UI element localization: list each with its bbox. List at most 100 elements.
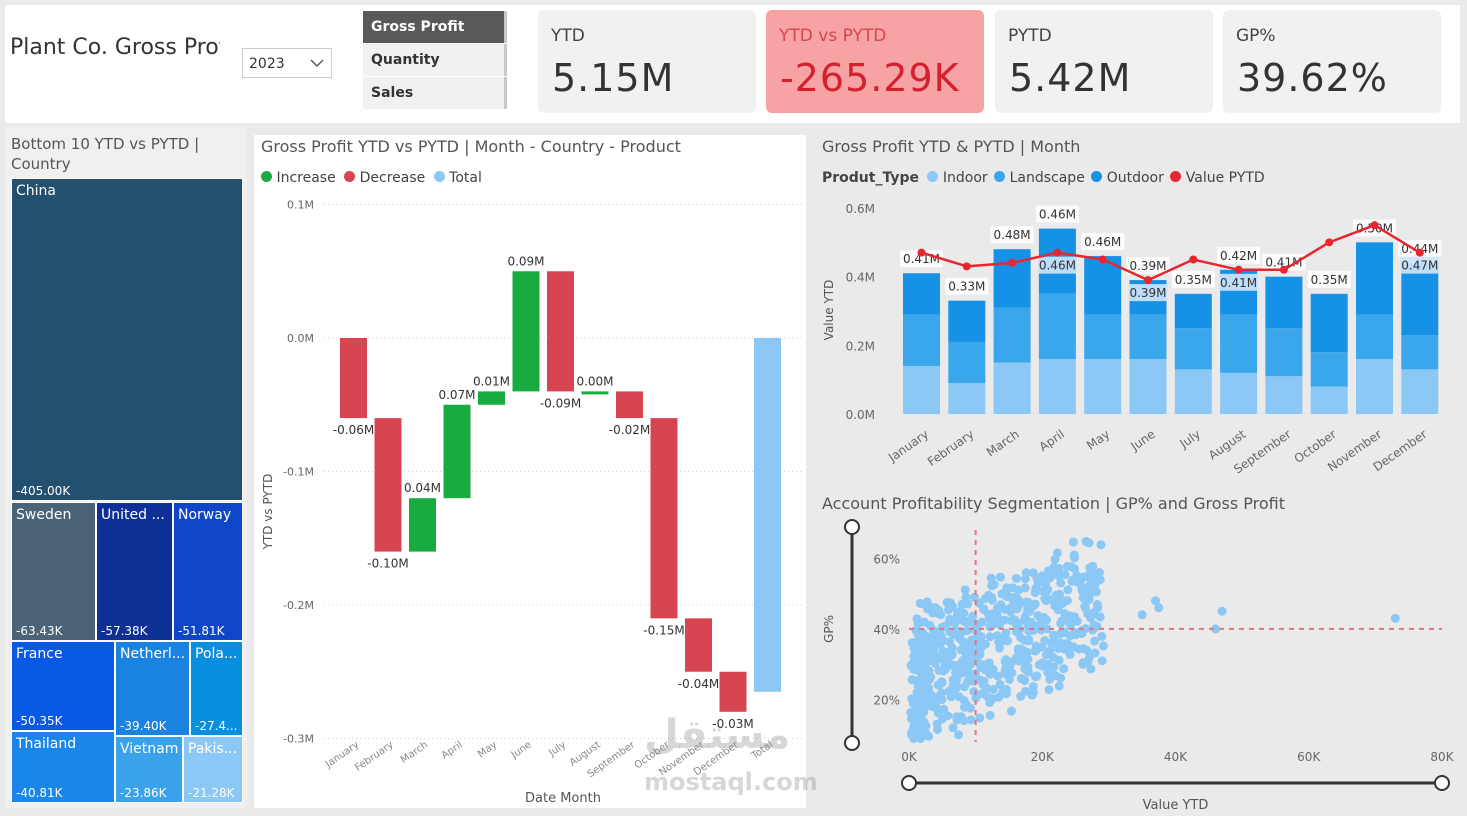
year-slicer-value: 2023: [249, 56, 285, 72]
scatter-point: [1033, 611, 1043, 621]
scatter-point: [1083, 657, 1093, 667]
scatter-point: [1067, 576, 1077, 586]
waterfall-bar: [685, 618, 712, 672]
scatter-point: [1044, 685, 1054, 695]
stacked-bar-segment: [1174, 369, 1212, 414]
scatter-point: [1030, 588, 1040, 598]
stacked-bar-segment: [1356, 242, 1393, 315]
kpi-card-pytd: PYTD 5.42M: [995, 10, 1213, 113]
x-tick-label: March: [984, 427, 1022, 459]
scatter-point: [1041, 594, 1051, 604]
kpi-label: YTD: [551, 26, 585, 46]
waterfall-bar: [581, 391, 609, 395]
treemap-tile[interactable]: France -50.35K: [11, 641, 115, 731]
treemap-tile-name: China: [16, 183, 56, 199]
kpi-value: 39.62%: [1237, 56, 1388, 100]
scatter-point: [907, 694, 917, 704]
waterfall-bar: [478, 391, 505, 405]
scatter-point: [1014, 656, 1024, 666]
kpi-value: 5.42M: [1009, 56, 1132, 100]
scatter-point: [960, 585, 970, 595]
treemap-tile[interactable]: Netherl... -39.40K: [115, 641, 190, 736]
scatter-point: [1049, 630, 1059, 640]
scatter-point: [949, 660, 959, 670]
scatter-point: [961, 592, 971, 602]
y-tick-label: 0.2M: [846, 339, 875, 353]
line-label-bg: [1128, 284, 1168, 302]
x-tick-label: July: [546, 739, 568, 759]
treemap-tile[interactable]: Thailand -40.81K: [11, 731, 115, 803]
scatter-point: [937, 622, 947, 632]
stacked-bar-segment: [1129, 314, 1167, 360]
waterfall-chart: 0.1M 0.0M -0.1M -0.2M -0.3M YTD vs PYTD Date M…: [261, 199, 802, 806]
legend-dot-outdoor: [1091, 171, 1103, 182]
kpi-card-ytd: YTD 5.15M: [538, 10, 756, 113]
scatter-point: [916, 712, 926, 722]
x-tick-label: 0K: [901, 750, 918, 764]
treemap-tile-value: -405.00K: [16, 484, 71, 498]
treemap-tile[interactable]: China -405.00K: [11, 178, 243, 501]
scatter-point: [1051, 671, 1061, 681]
scatter-point: [967, 635, 977, 645]
stacked-bar-segment: [1220, 372, 1258, 414]
line-label-bg: [1400, 256, 1440, 274]
treemap-title: Bottom 10 YTD vs PYTD | Country: [11, 135, 200, 173]
treemap-tile[interactable]: Pola... -27.4...: [190, 641, 243, 736]
data-label-bg: [1217, 246, 1261, 264]
treemap-tile[interactable]: Pakis... -21.28K: [183, 736, 243, 803]
legend-dot-landscape: [994, 171, 1006, 182]
legend-dot-decrease: [344, 171, 356, 182]
legend-indoor: Indoor: [942, 170, 988, 186]
scatter-point: [909, 657, 919, 667]
y-tick-label: 60%: [873, 552, 900, 566]
legend-dot-indoor: [927, 171, 939, 182]
legend-value-pytd: Value PYTD: [1185, 170, 1265, 186]
scatter-point: [957, 599, 967, 609]
scatter-point: [922, 637, 932, 647]
segment-gross-profit[interactable]: Gross Profit: [363, 11, 507, 43]
bar-data-label: 0.48M: [994, 228, 1031, 242]
stacked-bar-segment: [1129, 359, 1167, 414]
treemap-tile[interactable]: United ... -57.38K: [96, 502, 173, 641]
pytd-point: [917, 248, 926, 257]
y-tick-label: -0.1M: [283, 466, 314, 479]
kpi-value: -265.29K: [780, 56, 960, 100]
scatter-point: [911, 625, 921, 635]
line-data-label: 0.39M: [1129, 286, 1166, 300]
stacked-bar-segment: [903, 273, 940, 315]
legend-decrease: Decrease: [359, 170, 426, 186]
legend-landscape: Landscape: [1009, 170, 1085, 186]
scatter-point: [963, 676, 973, 686]
treemap-tile-value: -23.86K: [120, 786, 167, 800]
watermark-latin: mostaql.com: [644, 768, 818, 796]
pytd-point: [1144, 276, 1152, 285]
segment-quantity[interactable]: Quantity: [363, 44, 507, 76]
scatter-point: [1041, 650, 1051, 660]
scatter-point: [1054, 598, 1064, 608]
bar-data-label: 0.35M: [1175, 273, 1212, 287]
scatter-point: [1054, 681, 1064, 691]
waterfall-bar: [512, 271, 540, 392]
stacked-bar-segment: [993, 249, 1031, 308]
scatter-point: [956, 645, 966, 655]
stacked-bar-segment: [903, 314, 940, 366]
scatter-point: [1042, 615, 1052, 625]
year-slicer[interactable]: 2023: [242, 48, 332, 78]
treemap-tile-value: -57.38K: [101, 624, 148, 638]
scatter-point: [980, 639, 990, 649]
pytd-point: [1053, 248, 1062, 257]
scatter-point: [1019, 649, 1029, 659]
kpi-value: 5.15M: [552, 56, 675, 100]
segment-sales[interactable]: Sales: [363, 77, 507, 109]
scatter-point: [1006, 706, 1016, 716]
scatter-point: [1064, 617, 1074, 627]
kpi-label: PYTD: [1008, 26, 1052, 46]
scatter-point: [954, 730, 964, 740]
scatter-point: [1098, 641, 1108, 651]
stacked-bar-segment: [1265, 376, 1303, 414]
treemap-tile[interactable]: Vietnam -23.86K: [115, 736, 183, 803]
waterfall-bar: [650, 418, 678, 619]
treemap-tile[interactable]: Sweden -63.43K: [11, 502, 96, 641]
data-label-bg: [1398, 239, 1442, 257]
treemap-tile[interactable]: Norway -51.81K: [173, 502, 243, 641]
